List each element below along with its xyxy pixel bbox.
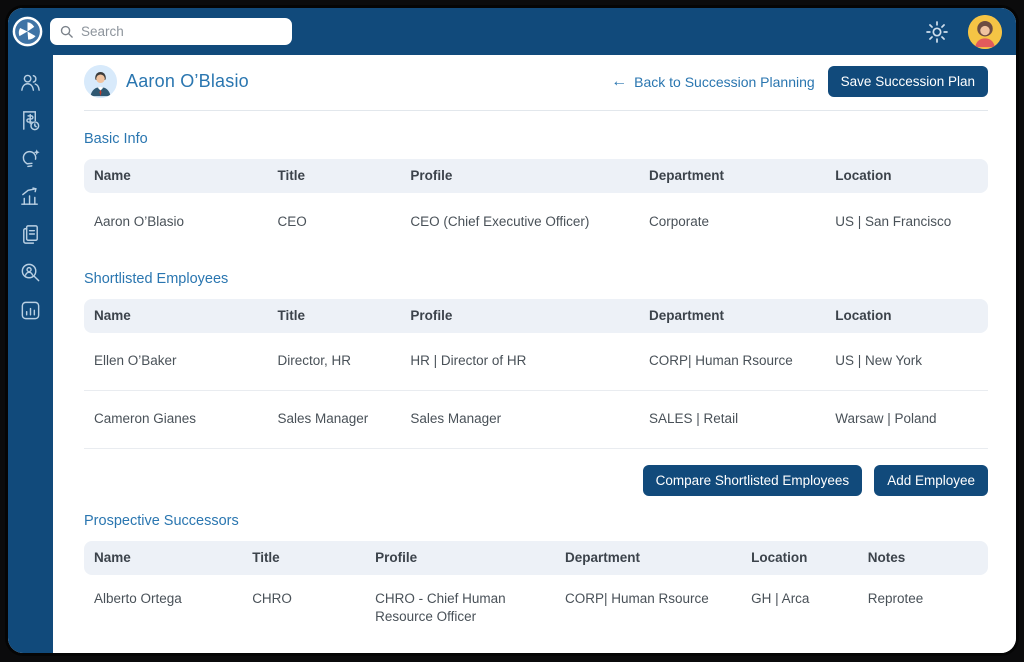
- column-header: Profile: [410, 307, 453, 323]
- idea-lightbulb-icon[interactable]: [19, 147, 42, 170]
- table-cell: GH | Arca: [751, 591, 810, 606]
- payroll-invoice-clock-icon[interactable]: [19, 109, 42, 132]
- column-header: Title: [252, 549, 280, 565]
- table-cell: CEO: [277, 213, 307, 229]
- table-cell: Warsaw | Poland: [835, 411, 937, 427]
- prospective-successors-table: Name Title Profile Department Location Notes A…: [84, 541, 988, 639]
- shortlisted-actions: Compare Shortlisted Employees Add Employ…: [84, 465, 988, 496]
- table-cell: CEO (Chief Executive Officer): [410, 213, 590, 229]
- table-row: Cameron Gianes Sales Manager Sales Manager…: [84, 391, 988, 449]
- table-cell: SALES | Retail: [649, 411, 739, 427]
- table-row: Alberto Ortega CHRO CHRO - Chief Human Res…: [84, 575, 988, 639]
- analytics-report-icon[interactable]: [19, 299, 42, 322]
- basic-info-section-title: Basic Info: [84, 131, 148, 147]
- column-header: Profile: [410, 167, 453, 183]
- page-header: Aaron O’Blasio ← Back to Succession Plan…: [84, 61, 988, 111]
- table-cell: CORP| Human Rsource: [649, 353, 793, 369]
- column-header: Department: [649, 167, 725, 183]
- column-header: Location: [835, 167, 892, 183]
- table-cell: US | New York: [835, 353, 923, 369]
- basic-info-table: Name Title Profile Department Location Aaron …: [84, 159, 988, 251]
- table-cell: Reprotee: [867, 591, 924, 606]
- column-header: Title: [277, 307, 306, 323]
- table-cell: CHRO - Chief Human Resource Officer: [375, 591, 506, 625]
- shortlisted-employees-table: Name Title Profile Department Location Ellen …: [84, 299, 988, 449]
- column-header: Title: [277, 167, 306, 183]
- employee-avatar: [84, 65, 117, 98]
- shortlisted-section-title: Shortlisted Employees: [84, 271, 229, 287]
- table-cell: CORP| Human Rsource: [564, 591, 709, 606]
- back-link-label: Back to Succession Planning: [634, 73, 815, 90]
- table-cell: Sales Manager: [410, 411, 502, 427]
- table-row: Aaron O’Blasio CEO CEO (Chief Executive Of…: [84, 193, 988, 251]
- column-header: Name: [94, 549, 131, 565]
- people-search-icon[interactable]: [19, 261, 42, 284]
- column-header: Notes: [867, 549, 906, 565]
- performance-chart-icon[interactable]: [19, 185, 42, 208]
- table-cell: CHRO: [252, 591, 292, 606]
- compare-shortlisted-employees-button[interactable]: Compare Shortlisted Employees: [642, 465, 863, 496]
- table-row: Ellen O’Baker Director, HR HR | Director o…: [84, 333, 988, 391]
- column-header: Location: [835, 307, 892, 323]
- table-cell: US | San Francisco: [835, 213, 952, 229]
- settings-gear-icon[interactable]: [924, 19, 950, 45]
- table-cell: Ellen O’Baker: [94, 353, 177, 369]
- column-header: Department: [564, 549, 640, 565]
- table-header-row: Name Title Profile Department Location: [84, 299, 988, 333]
- table-cell: Sales Manager: [277, 411, 369, 427]
- table-cell: Aaron O’Blasio: [94, 213, 185, 229]
- app-window: Aaron O’Blasio ← Back to Succession Plan…: [8, 8, 1016, 653]
- documents-icon[interactable]: [19, 223, 42, 246]
- back-to-succession-planning-link[interactable]: ← Back to Succession Planning: [611, 72, 815, 90]
- page-title: Aaron O’Blasio: [126, 71, 249, 91]
- save-succession-plan-button[interactable]: Save Succession Plan: [827, 66, 988, 97]
- left-sidebar: [8, 55, 53, 653]
- user-avatar[interactable]: [968, 14, 1002, 49]
- table-cell: Corporate: [649, 213, 710, 229]
- search-input[interactable]: [81, 24, 283, 39]
- people-icon[interactable]: [19, 71, 42, 94]
- table-header-row: Name Title Profile Department Location: [84, 159, 988, 193]
- table-cell: HR | Director of HR: [410, 353, 527, 369]
- table-cell: Alberto Ortega: [94, 591, 182, 606]
- column-header: Name: [94, 307, 131, 323]
- top-navigation-bar: [8, 8, 1016, 55]
- column-header: Profile: [375, 549, 418, 565]
- column-header: Name: [94, 167, 131, 183]
- table-header-row: Name Title Profile Department Location Notes: [84, 541, 988, 575]
- table-cell: Director, HR: [277, 353, 352, 369]
- search-box[interactable]: [50, 18, 292, 45]
- table-cell: Cameron Gianes: [94, 411, 197, 427]
- prospective-section-title: Prospective Successors: [84, 513, 239, 529]
- back-arrow-icon: ←: [611, 72, 628, 90]
- search-icon: [60, 25, 73, 38]
- column-header: Location: [751, 549, 808, 565]
- main-content: Aaron O’Blasio ← Back to Succession Plan…: [53, 55, 1016, 653]
- column-header: Department: [649, 307, 725, 323]
- add-employee-button[interactable]: Add Employee: [874, 465, 988, 496]
- app-logo-icon[interactable]: [12, 16, 43, 47]
